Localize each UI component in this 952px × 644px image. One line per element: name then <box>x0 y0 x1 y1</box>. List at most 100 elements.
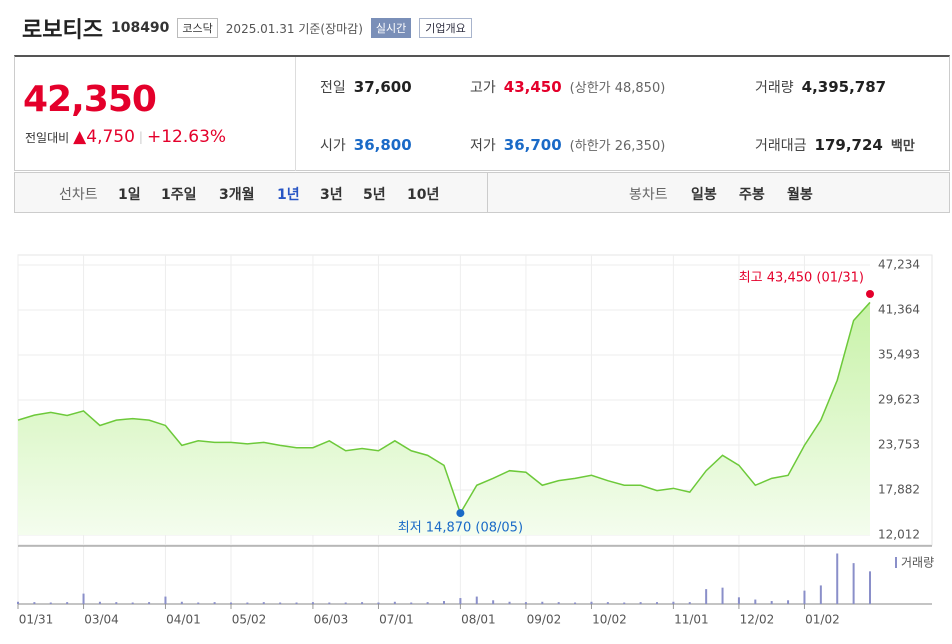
change-pct: +12.63% <box>146 127 227 147</box>
volume-bar <box>82 593 85 604</box>
stat-value: 37,600 <box>353 78 412 96</box>
volume-bar <box>688 602 691 604</box>
high-marker <box>866 290 874 299</box>
divider: | <box>138 130 143 144</box>
x-tick-label: 03/04 <box>84 613 119 627</box>
volume-bar <box>393 601 396 604</box>
tab[interactable]: 5년 <box>363 187 386 203</box>
y-tick-label: 12,012 <box>878 528 920 542</box>
volume-bar <box>66 602 69 604</box>
tab[interactable]: 3년 <box>320 187 343 203</box>
stat-value: 43,450 <box>503 78 562 96</box>
volume-bar <box>180 601 183 604</box>
tab: 봉차트 <box>629 187 668 203</box>
volume-bar <box>262 602 265 604</box>
volume-bar <box>557 602 560 604</box>
volume-bar <box>33 602 36 604</box>
volume-bar <box>541 601 544 604</box>
volume-bar <box>459 598 462 604</box>
stat: 고가 43,450 (상한가 48,850) <box>470 77 665 97</box>
tab[interactable]: 월봉 <box>787 187 813 203</box>
stat-extra: (상한가 48,850) <box>569 81 666 96</box>
tab[interactable]: 1주일 <box>161 187 197 203</box>
stat: 거래량 4,395,787 <box>755 77 886 97</box>
volume-bar <box>98 601 101 604</box>
y-tick-label: 47,234 <box>878 258 920 272</box>
y-tick-label: 41,364 <box>878 302 920 316</box>
volume-bar <box>672 601 675 604</box>
volume-bar <box>131 602 134 604</box>
low-label: 최저 14,870 (08/05) <box>398 521 523 536</box>
volume-bar <box>754 599 757 604</box>
y-tick-label: 29,623 <box>878 393 920 407</box>
stat: 거래대금 179,724 백만 <box>755 135 915 155</box>
x-tick-label: 09/02 <box>527 613 562 627</box>
tab[interactable]: 1년 <box>277 187 300 203</box>
volume-bar <box>164 596 167 604</box>
stock-name: 로보티즈 <box>22 18 103 43</box>
stat-value: 36,800 <box>353 136 412 154</box>
volume-bar <box>295 602 298 604</box>
tab[interactable]: 10년 <box>407 187 440 203</box>
divider <box>295 57 296 171</box>
volume-bar <box>656 602 658 604</box>
legend-label: 거래량 <box>901 556 934 570</box>
stat-extra: (하한가 26,350) <box>569 139 666 154</box>
y-tick-label: 35,493 <box>878 348 920 362</box>
volume-bar <box>148 602 151 604</box>
price: 42,350 <box>23 79 157 120</box>
x-tick-label: 01/31 <box>19 613 54 627</box>
x-tick-label: 01/02 <box>805 613 840 627</box>
volume-bar <box>721 587 724 604</box>
volume-bar <box>524 602 527 604</box>
change-value: ▲4,750 <box>73 127 135 147</box>
realtime-button[interactable]: 실시간 <box>370 18 412 38</box>
overview-button[interactable]: 기업개요 <box>419 18 472 38</box>
volume-bar <box>410 602 413 604</box>
tab[interactable]: 3개월 <box>219 187 255 203</box>
tab[interactable]: 1일 <box>118 187 141 203</box>
volume-bar <box>705 589 708 604</box>
volume-bar <box>623 602 626 604</box>
stat-value: 4,395,787 <box>801 78 887 96</box>
volume-bar <box>639 602 642 604</box>
stat-key: 시가 <box>320 138 346 154</box>
stat: 전일 37,600 <box>320 77 412 97</box>
stat-value: 36,700 <box>503 136 562 154</box>
y-tick-label: 23,753 <box>878 437 920 451</box>
legend-swatch <box>895 557 897 568</box>
change-label: 전일대비 <box>25 130 70 145</box>
volume-bar <box>344 602 347 604</box>
volume-bar <box>869 571 871 604</box>
volume-bar <box>279 602 282 604</box>
volume-bar <box>443 601 445 604</box>
area <box>18 302 870 535</box>
tab[interactable]: 주봉 <box>739 187 765 203</box>
tab[interactable]: 일봉 <box>691 187 717 203</box>
volume-bar <box>737 597 740 604</box>
divider <box>487 173 488 212</box>
high-label: 최고 43,450 (01/31) <box>739 271 864 286</box>
volume-bar <box>508 601 511 604</box>
tab-bar: 선차트 1일 1주일 3개월 1년 3년 5년 10년 봉차트 일봉 주봉 월봉 <box>14 172 950 213</box>
volume-bar <box>590 601 593 604</box>
header: 로보티즈 108490 코스닥 2025.01.31 기준(장마감) 실시간 기… <box>22 12 472 44</box>
volume-bar <box>115 602 118 604</box>
y-tick-label: 17,882 <box>878 483 920 497</box>
x-tick-label: 11/01 <box>674 613 709 627</box>
low-marker <box>456 509 465 518</box>
volume-bar <box>311 602 314 604</box>
volume-bar <box>852 563 855 604</box>
volume-bar <box>377 602 380 604</box>
stock-code: 108490 <box>110 20 170 36</box>
volume-bar <box>246 602 249 604</box>
stat: 저가 36,700 (하한가 26,350) <box>470 135 665 155</box>
stat-unit: 백만 <box>890 139 915 154</box>
volume-bar <box>426 602 429 604</box>
volume-bar <box>197 602 200 604</box>
quote-box: 42,350 전일대비 ▲4,750 | +12.63% 전일 37,600 고가… <box>14 55 950 171</box>
volume-bar <box>770 601 773 604</box>
volume-bar <box>819 585 822 604</box>
